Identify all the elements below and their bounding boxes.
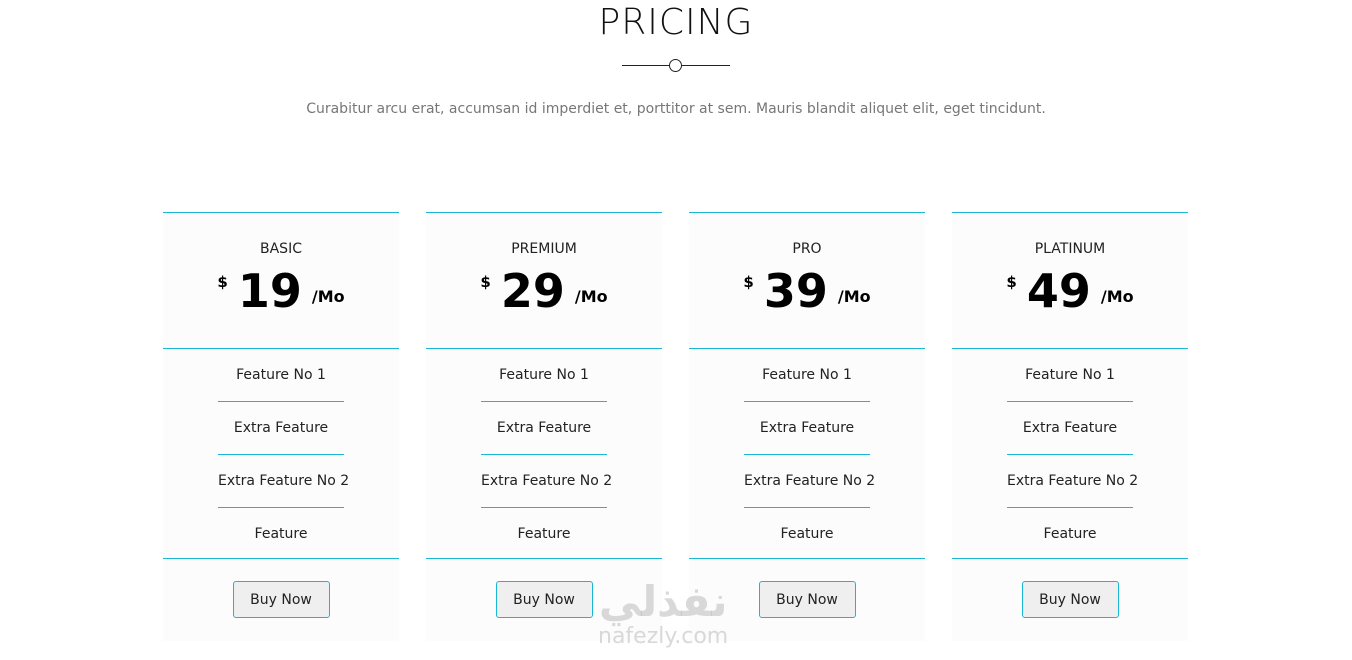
watermark-arabic: نفذلي bbox=[598, 577, 728, 626]
feature-item: Extra Feature No 2 bbox=[744, 455, 875, 508]
card-header: PRO $ 39 /Mo bbox=[689, 213, 925, 349]
currency-symbol: $ bbox=[1006, 273, 1017, 291]
feature-list: Feature No 1 Extra Feature Extra Feature N… bbox=[426, 349, 662, 559]
pricing-card-pro: PRO $ 39 /Mo Feature No 1 Extra Feature Ex… bbox=[689, 212, 925, 641]
price-period: /Mo bbox=[837, 287, 871, 306]
currency-symbol: $ bbox=[480, 273, 491, 291]
price-amount: 39 bbox=[763, 264, 828, 318]
pricing-card-basic: BASIC $ 19 /Mo Feature No 1 Extra Feature… bbox=[163, 212, 399, 641]
plan-price: $ 19 /Mo bbox=[163, 265, 399, 317]
price-amount: 19 bbox=[237, 264, 302, 318]
divider-circle-icon bbox=[669, 59, 682, 72]
feature-item: Feature No 1 bbox=[744, 349, 870, 402]
feature-item: Extra Feature No 2 bbox=[481, 455, 612, 508]
feature-item: Extra Feature No 2 bbox=[218, 455, 349, 508]
currency-symbol: $ bbox=[743, 273, 754, 291]
pricing-card-premium: PREMIUM $ 29 /Mo Feature No 1 Extra Featu… bbox=[426, 212, 662, 641]
price-amount: 49 bbox=[1026, 264, 1091, 318]
buy-now-button[interactable]: Buy Now bbox=[232, 581, 330, 618]
page-title: PRICING bbox=[598, 2, 754, 43]
feature-list: Feature No 1 Extra Feature Extra Feature N… bbox=[689, 349, 925, 559]
price-amount: 29 bbox=[500, 264, 565, 318]
plan-price: $ 49 /Mo bbox=[952, 265, 1188, 317]
feature-item: Feature No 1 bbox=[218, 349, 344, 402]
feature-item: Extra Feature bbox=[1007, 402, 1133, 455]
feature-item: Extra Feature bbox=[218, 402, 344, 455]
pricing-card-platinum: PLATINUM $ 49 /Mo Feature No 1 Extra Feat… bbox=[952, 212, 1188, 641]
page-subtitle: Curabitur arcu erat, accumsan id imperdi… bbox=[306, 101, 1046, 117]
feature-item: Feature No 1 bbox=[1007, 349, 1133, 402]
feature-list: Feature No 1 Extra Feature Extra Feature N… bbox=[163, 349, 399, 559]
card-header: PLATINUM $ 49 /Mo bbox=[952, 213, 1188, 349]
buy-now-button[interactable]: Buy Now bbox=[495, 581, 593, 618]
watermark-logo: نفذلي nafezly.com bbox=[598, 577, 729, 650]
feature-item: Feature bbox=[780, 526, 834, 542]
feature-list: Feature No 1 Extra Feature Extra Feature N… bbox=[952, 349, 1188, 559]
feature-item: Feature bbox=[1043, 526, 1097, 542]
currency-symbol: $ bbox=[217, 273, 228, 291]
feature-item: Feature bbox=[254, 526, 308, 542]
watermark-latin: nafezly.com bbox=[598, 624, 729, 649]
plan-price: $ 39 /Mo bbox=[689, 265, 925, 317]
buy-now-button[interactable]: Buy Now bbox=[758, 581, 856, 618]
feature-item: Feature No 1 bbox=[481, 349, 607, 402]
plan-price: $ 29 /Mo bbox=[426, 265, 662, 317]
card-header: BASIC $ 19 /Mo bbox=[163, 213, 399, 349]
plan-name: PLATINUM bbox=[1034, 241, 1106, 257]
feature-item: Extra Feature bbox=[481, 402, 607, 455]
price-period: /Mo bbox=[574, 287, 608, 306]
plan-name: PRO bbox=[792, 241, 822, 257]
feature-item: Feature bbox=[517, 526, 571, 542]
feature-item: Extra Feature bbox=[744, 402, 870, 455]
price-period: /Mo bbox=[311, 287, 345, 306]
price-period: /Mo bbox=[1100, 287, 1134, 306]
card-header: PREMIUM $ 29 /Mo bbox=[426, 213, 662, 349]
feature-item: Extra Feature No 2 bbox=[1007, 455, 1138, 508]
plan-name: BASIC bbox=[260, 241, 302, 257]
plan-name: PREMIUM bbox=[511, 241, 577, 257]
buy-now-button[interactable]: Buy Now bbox=[1021, 581, 1119, 618]
